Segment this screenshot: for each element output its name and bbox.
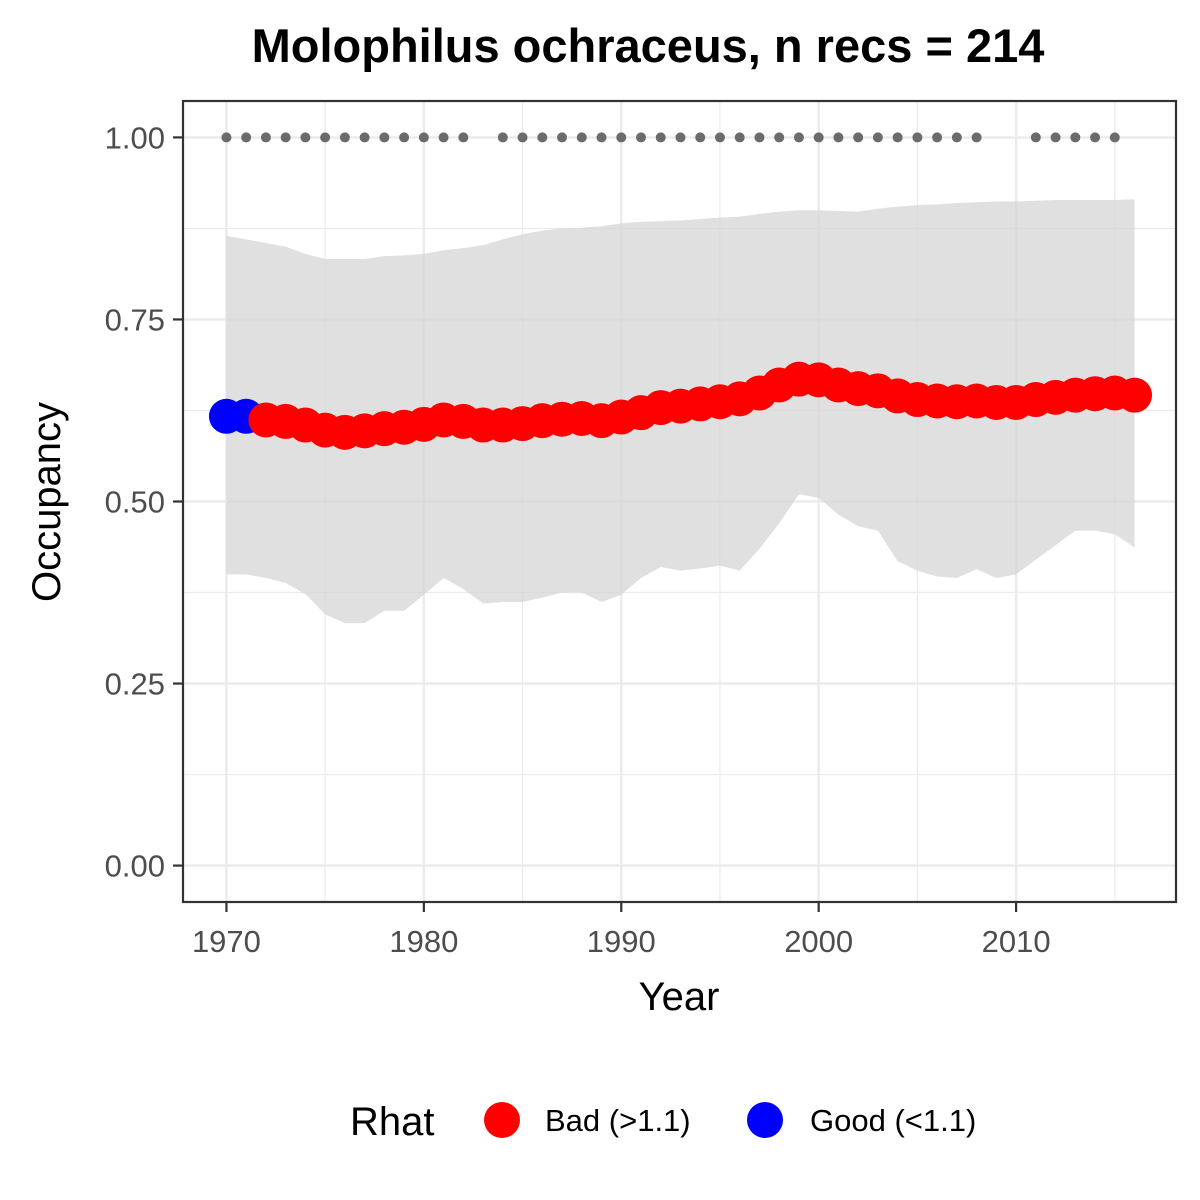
record-year-dot xyxy=(971,132,982,143)
record-year-dot xyxy=(833,132,844,143)
y-tick-label: 1.00 xyxy=(105,120,165,155)
x-tick-label: 2010 xyxy=(982,924,1051,959)
x-tick-label: 1970 xyxy=(192,924,261,959)
y-tick-label: 0.00 xyxy=(105,849,165,884)
legend-key-bad xyxy=(484,1102,520,1138)
x-tick-label: 1990 xyxy=(587,924,656,959)
record-year-dot xyxy=(458,132,469,143)
record-year-dot xyxy=(280,132,291,143)
record-year-dot xyxy=(300,132,311,143)
record-year-dot xyxy=(379,132,390,143)
legend-label-good: Good (<1.1) xyxy=(810,1103,976,1138)
legend-label-bad: Bad (>1.1) xyxy=(545,1103,691,1138)
record-year-dot xyxy=(497,132,508,143)
record-year-dot xyxy=(537,132,548,143)
record-year-dot xyxy=(438,132,449,143)
record-year-dot xyxy=(399,132,410,143)
record-year-dot xyxy=(932,132,943,143)
record-year-dot xyxy=(320,132,331,143)
record-year-dot xyxy=(596,132,607,143)
record-year-dot xyxy=(517,132,528,143)
x-tick-label: 2000 xyxy=(784,924,853,959)
record-year-dot xyxy=(754,132,765,143)
chart-title: Molophilus ochraceus, n recs = 214 xyxy=(252,19,1045,72)
record-year-dot xyxy=(616,132,627,143)
record-year-dot xyxy=(774,132,785,143)
record-year-dot xyxy=(892,132,903,143)
legend-key-good xyxy=(747,1102,783,1138)
record-year-dot xyxy=(734,132,745,143)
record-year-dot xyxy=(853,132,864,143)
record-year-dot xyxy=(793,132,804,143)
y-tick-label: 0.50 xyxy=(105,485,165,520)
record-year-dot xyxy=(951,132,962,143)
record-year-dot xyxy=(813,132,824,143)
record-year-dot xyxy=(695,132,706,143)
legend-title: Rhat xyxy=(350,1100,435,1144)
x-axis-title: Year xyxy=(639,975,720,1019)
record-year-dot xyxy=(1050,132,1061,143)
record-year-dot xyxy=(1109,132,1120,143)
record-year-dot xyxy=(912,132,923,143)
record-year-dot xyxy=(557,132,568,143)
record-year-dot xyxy=(418,132,429,143)
record-year-dot xyxy=(636,132,647,143)
record-year-dot xyxy=(260,132,271,143)
legend: Rhat Bad (>1.1) Good (<1.1) xyxy=(350,1100,976,1144)
y-axis-title: Occupancy xyxy=(25,402,69,602)
record-year-dot xyxy=(675,132,686,143)
record-year-dot xyxy=(221,132,232,143)
y-tick-label: 0.75 xyxy=(105,302,165,337)
x-tick-label: 1980 xyxy=(389,924,458,959)
record-year-dot xyxy=(872,132,883,143)
record-year-dot xyxy=(1070,132,1081,143)
record-year-dot xyxy=(655,132,666,143)
record-year-dot xyxy=(576,132,587,143)
y-tick-label: 0.25 xyxy=(105,667,165,702)
record-year-dot xyxy=(714,132,725,143)
record-year-dot xyxy=(1090,132,1101,143)
occupancy-point-bad xyxy=(1117,377,1153,413)
record-year-dot xyxy=(339,132,350,143)
record-year-dot xyxy=(241,132,252,143)
record-year-dot xyxy=(1030,132,1041,143)
plot-panel: 1970 1980 1990 2000 2010 0.00 0.25 0.50 0.75 1.00 xyxy=(105,99,1178,959)
record-year-dot xyxy=(359,132,370,143)
